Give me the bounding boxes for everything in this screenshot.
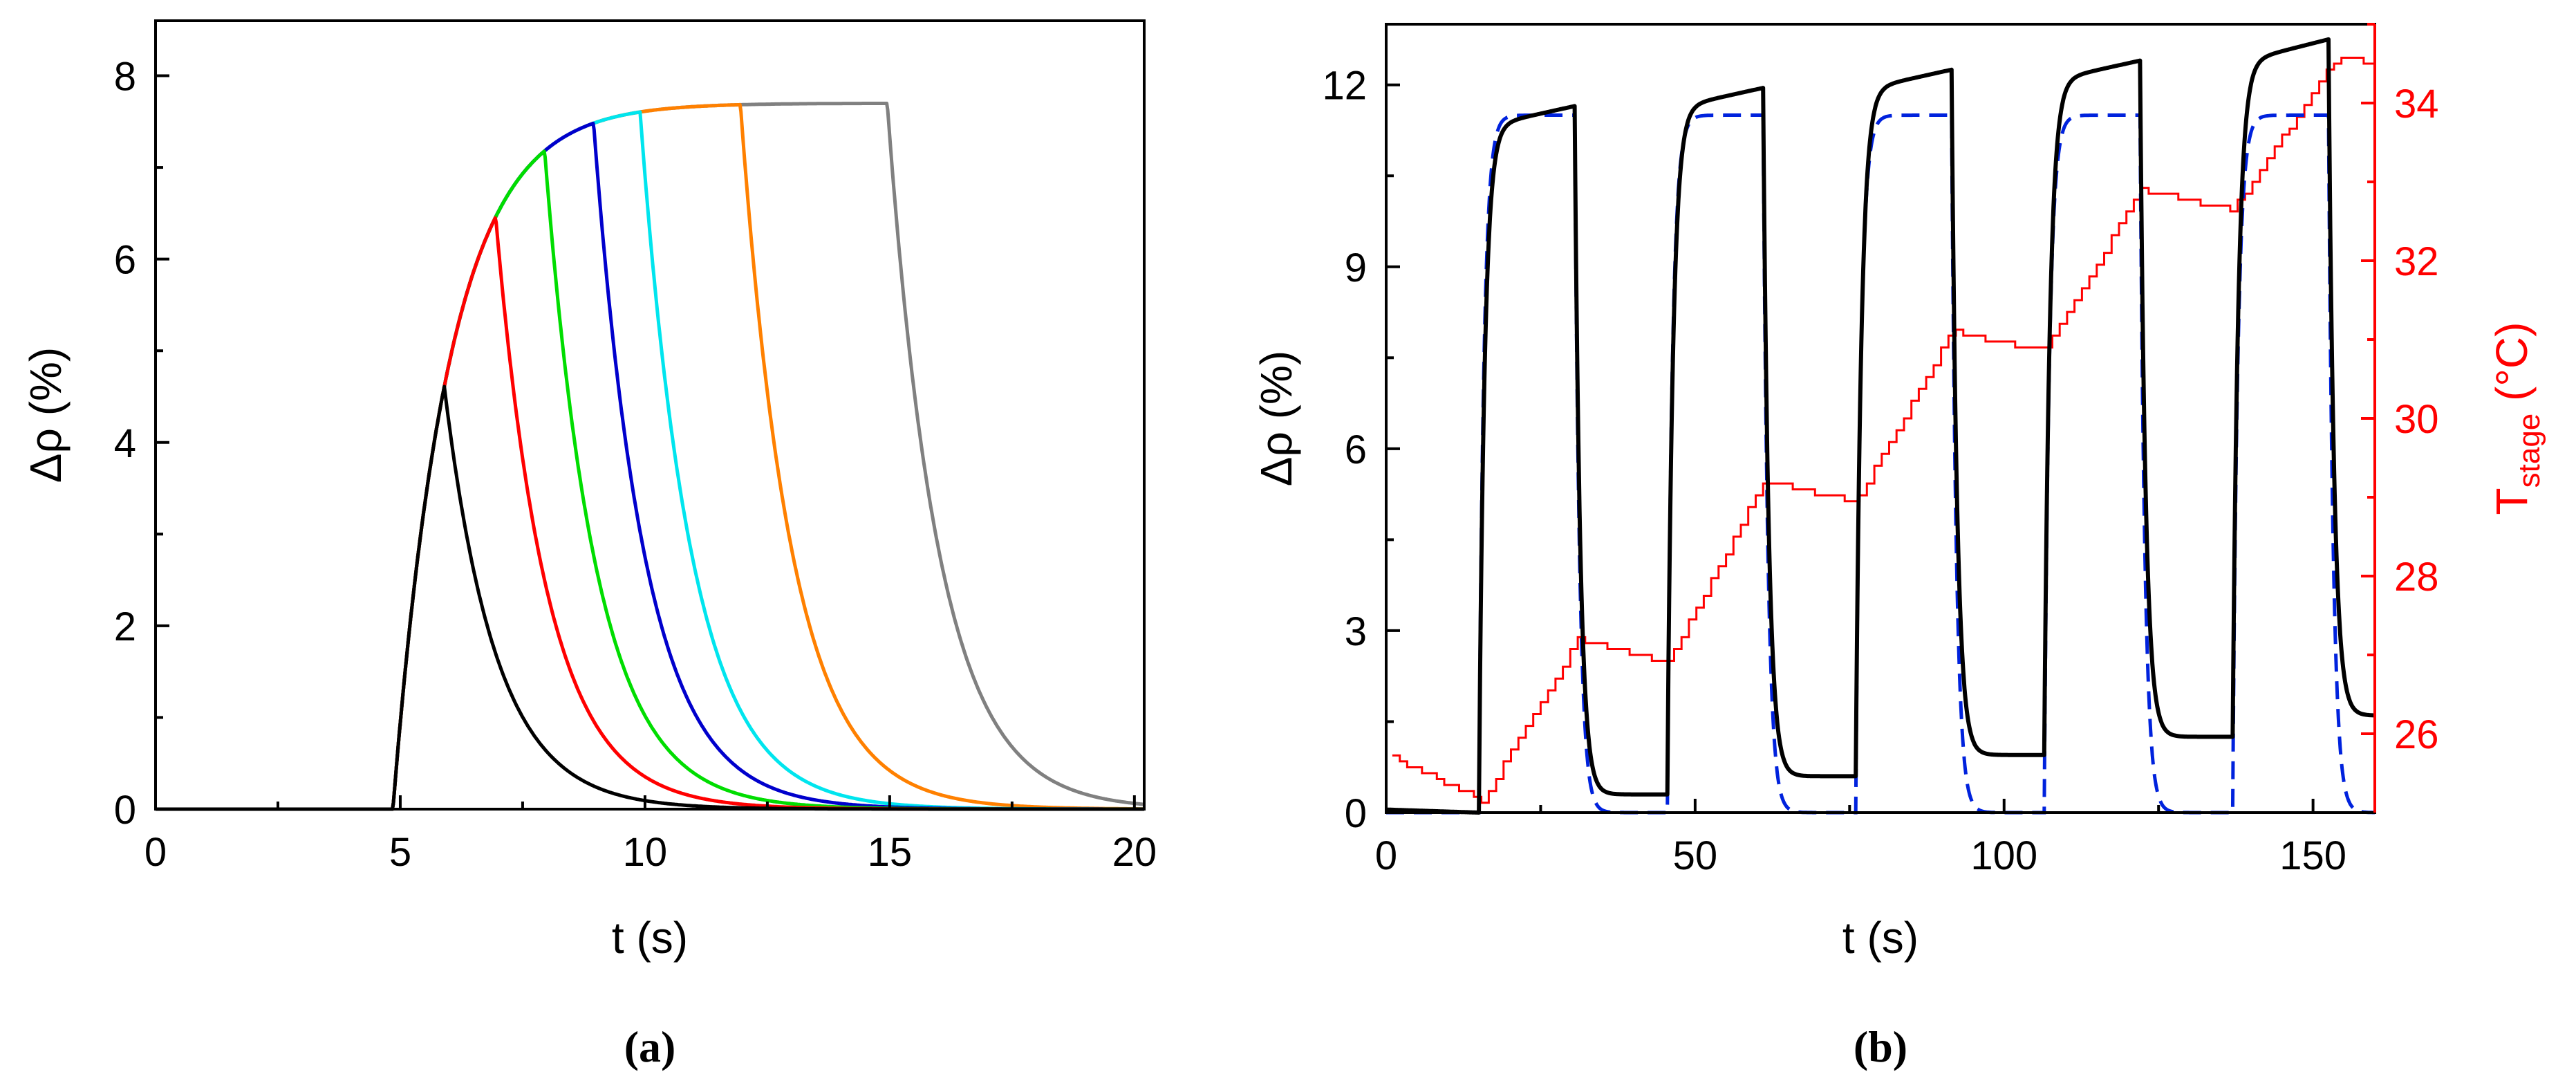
panel-a-x-tick-label: 5: [389, 830, 411, 875]
panel-b-tick-labels: 0 50 100 150 0 3 6 9 12 26 28 30 32 34: [1322, 64, 2438, 878]
panel-a-ticks: [154, 74, 1136, 811]
panel-a-y-tick-label: 4: [114, 421, 136, 466]
panel-b-right-tick-label: 34: [2394, 82, 2439, 127]
panel-b-caption: (b): [1854, 1022, 1907, 1071]
panel-b-x-tick-label: 50: [1673, 833, 1718, 878]
panel-a-y-axis-label: Δρ (%): [21, 347, 71, 483]
panel-b-right-tick-label: 32: [2394, 239, 2439, 284]
panel-b-measured-line: [1384, 37, 2377, 815]
panel-b-y-axis-label: Δρ (%): [1251, 351, 1301, 486]
panel-a-chart: 0 5 10 15 20 0 2 4 6 8 t (s) Δρ (%) (a): [21, 19, 1157, 1071]
panel-b-ticks: [1385, 23, 2375, 814]
panel-b-y-tick-label: 3: [1345, 609, 1367, 654]
panel-a-y-tick-label: 0: [114, 788, 136, 833]
panel-b-right-axis-label-unit: (°C): [2487, 322, 2537, 414]
panel-a-x-tick-label: 0: [144, 830, 167, 875]
panel-b-right-tick-label: 26: [2394, 712, 2439, 757]
panel-a-tick-labels: 0 5 10 15 20 0 2 4 6 8: [114, 55, 1157, 875]
panel-b-x-tick-label: 150: [2279, 833, 2346, 878]
panel-b-chart: 0 50 100 150 0 3 6 9 12 26 28 30 32 34 t (s) Δρ (%) T…: [1251, 23, 2546, 1071]
panel-a-x-tick-label: 10: [623, 830, 668, 875]
panel-a-x-axis-label: t (s): [612, 913, 688, 963]
panel-a-plot-frame: [154, 19, 1146, 811]
panel-b-right-tick-label: 28: [2394, 555, 2439, 600]
panel-a-x-tick-label: 15: [868, 830, 913, 875]
panel-b-ideal-line: [1386, 113, 2375, 815]
panel-b-x-axis-label: t (s): [1842, 913, 1919, 963]
panel-b-y-tick-label: 9: [1345, 246, 1367, 290]
panel-a-y-tick-label: 6: [114, 238, 136, 283]
panel-b-y-tick-label: 12: [1322, 64, 1367, 109]
panel-b-right-axis-label-main: T: [2487, 488, 2537, 515]
panel-a-y-tick-label: 8: [114, 55, 136, 100]
panel-a-y-tick-label: 2: [114, 604, 136, 649]
panel-b-tstage-line: [1392, 57, 2375, 804]
panel-a-x-tick-label: 20: [1112, 830, 1157, 875]
panel-b-series-group: [1384, 37, 2377, 815]
panel-b-y-tick-label: 0: [1345, 791, 1367, 836]
panel-b-x-tick-label: 100: [1970, 833, 2037, 878]
panel-b-y-tick-label: 6: [1345, 427, 1367, 472]
panel-b-right-axis-label: Tstage (°C): [2487, 322, 2546, 515]
panel-b-x-tick-label: 0: [1375, 833, 1397, 878]
panel-b-right-axis-label-subscript: stage: [2512, 414, 2546, 488]
panel-a-caption: (a): [624, 1022, 676, 1071]
panel-b-right-tick-label: 30: [2394, 397, 2439, 442]
